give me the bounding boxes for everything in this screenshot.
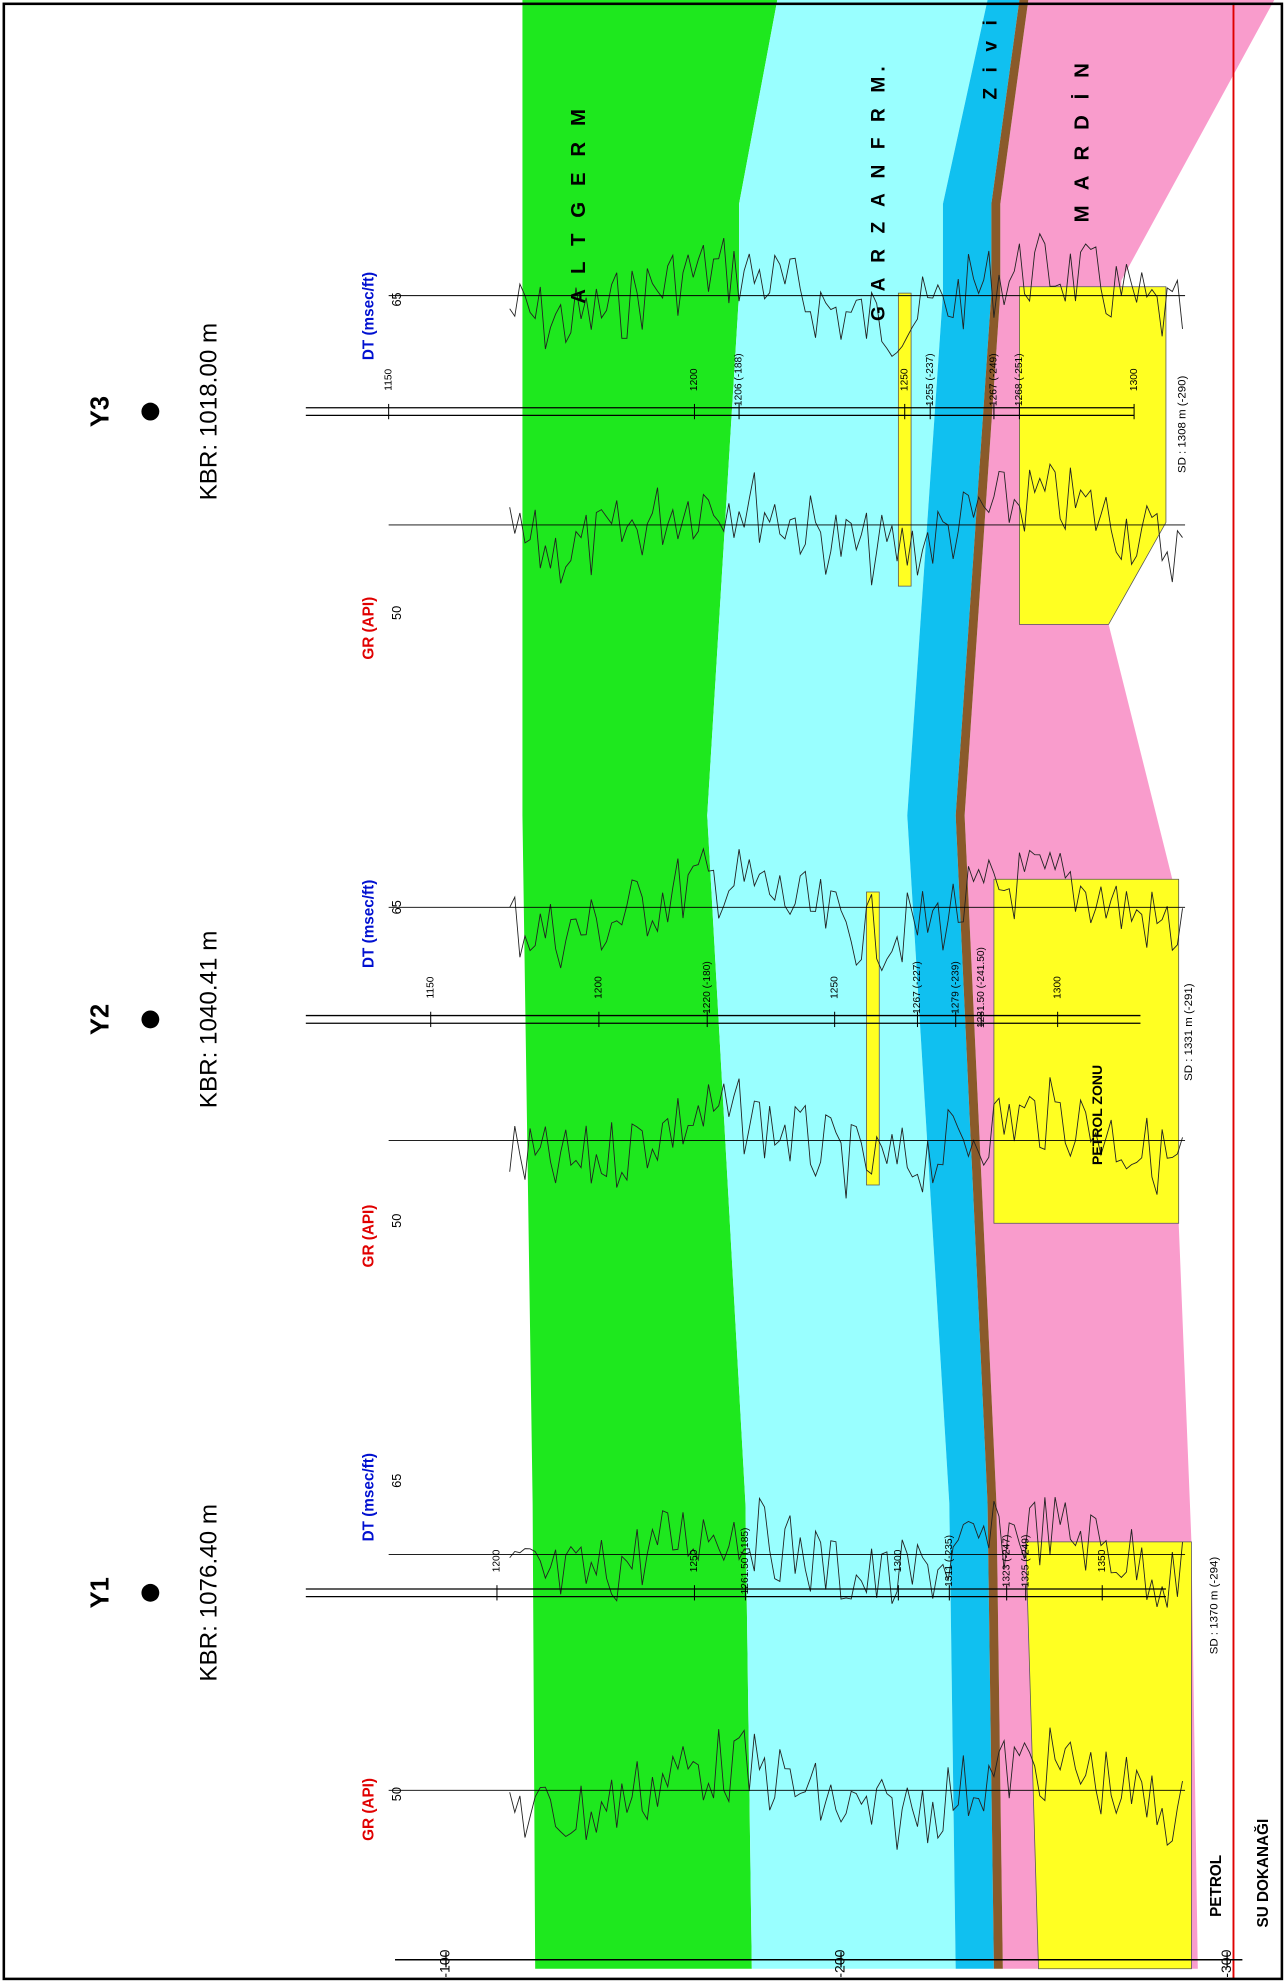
- well-symbol: [141, 1010, 159, 1028]
- dt-label: DT (msec/ft): [361, 1453, 378, 1541]
- well-name: Y2: [87, 1004, 115, 1035]
- depth-label: 1150: [425, 976, 436, 998]
- gr-scale: 50: [389, 1214, 404, 1228]
- axis-label: -200: [832, 1949, 848, 1977]
- depth-label: 1206 (-188): [734, 353, 745, 406]
- gr-label: GR (API): [361, 1205, 378, 1268]
- gr-label: GR (API): [361, 597, 378, 660]
- total-depth: SD : 1308 m (-290): [1177, 375, 1189, 473]
- depth-label: 1300: [1052, 976, 1063, 999]
- depth-label: 1311 (-235): [944, 1535, 955, 1587]
- well-symbol: [141, 403, 159, 421]
- axis-label: -300: [1218, 1949, 1234, 1977]
- dt-scale: 65: [389, 900, 404, 914]
- dt-scale: 65: [389, 1474, 404, 1488]
- formation-label: A L T G E R M: [568, 104, 590, 304]
- depth-label: 1325 (-249): [1020, 1535, 1031, 1588]
- depth-label: 1255 (-237): [925, 353, 936, 406]
- total-depth: SD : 1331 m (-291): [1183, 983, 1195, 1081]
- depth-label: 1200: [594, 976, 605, 999]
- kbr-label: KBR: 1076.40 m: [196, 1504, 223, 1682]
- formation-label: G A R Z A N F R M.: [868, 61, 889, 321]
- total-depth: SD : 1370 m (-294): [1208, 1557, 1220, 1655]
- kbr-label: KBR: 1018.00 m: [196, 323, 223, 501]
- axis-label: -100: [437, 1949, 453, 1977]
- water-contact-label: SU DOKANAĞI: [1254, 1819, 1272, 1928]
- kbr-label: KBR: 1040.41 m: [196, 931, 223, 1109]
- petrol-zone: [994, 879, 1179, 1223]
- dt-scale: 65: [389, 292, 404, 306]
- depth-label: 1350: [1097, 1549, 1108, 1572]
- well-symbol: [141, 1584, 159, 1602]
- formation-label: M A R D İ N: [1071, 58, 1094, 222]
- depth-label: 1261.50 (-185): [740, 1528, 751, 1595]
- dt-label: DT (msec/ft): [361, 880, 378, 968]
- formation-label: Z i v i: [980, 15, 1001, 100]
- gr-scale: 50: [389, 606, 404, 620]
- depth-label: 1300: [893, 1549, 904, 1572]
- petrol-zone-label: PETROL ZONU: [1089, 1065, 1105, 1165]
- depth-label: 1250: [899, 368, 910, 391]
- depth-label: 1267 (-227): [912, 961, 923, 1014]
- gr-scale: 50: [389, 1787, 404, 1801]
- depth-label: 1300: [1129, 368, 1140, 391]
- dt-label: DT (msec/ft): [361, 272, 378, 360]
- depth-label: 1200: [689, 368, 700, 391]
- well-name: Y3: [87, 396, 115, 427]
- depth-label: 1268 (-251): [1014, 353, 1025, 406]
- petrol-zone: [866, 892, 879, 1185]
- petrol-label: PETROL: [1208, 1855, 1225, 1917]
- depth-label: 1220 (-180): [702, 961, 713, 1014]
- depth-label: 1200: [492, 1549, 503, 1572]
- depth-label: 1250: [689, 1549, 700, 1572]
- well-name: Y1: [87, 1577, 115, 1608]
- depth-label: 1279 (-239): [950, 961, 961, 1014]
- correlation-section: SU DOKANAĞI PETROL PETROL ZONU Y1 KBR: 10…: [0, 0, 1287, 1984]
- depth-label: 1267 (-249): [989, 353, 1000, 406]
- depth-label: 1281.50 (-241.50): [976, 947, 987, 1028]
- depth-label: 1323 (-247): [1001, 1535, 1012, 1588]
- depth-label: 1250: [829, 976, 840, 999]
- depth-label: 1150: [383, 368, 394, 390]
- gr-label: GR (API): [361, 1778, 378, 1841]
